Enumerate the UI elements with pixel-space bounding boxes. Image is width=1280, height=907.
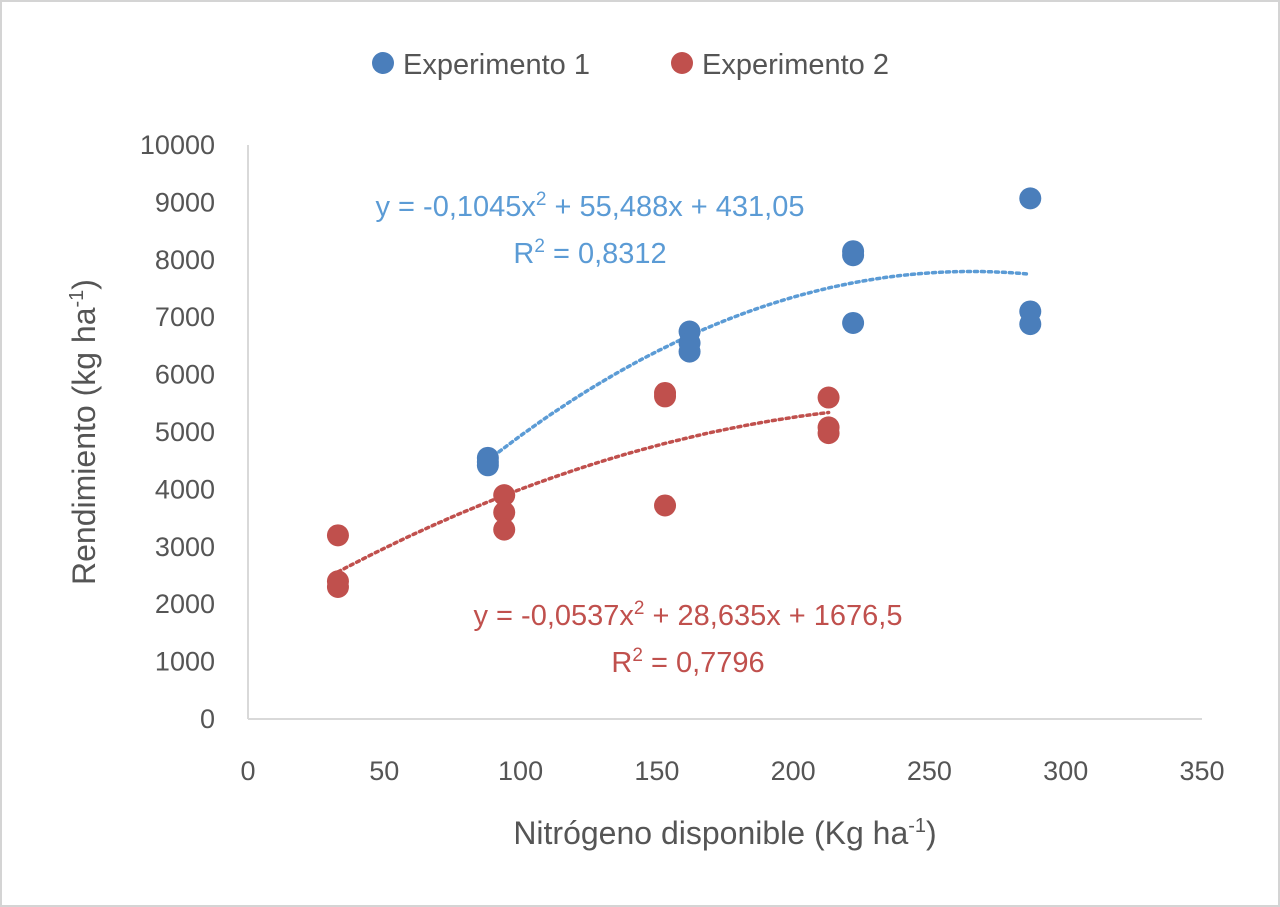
x-tick-label: 300 [1043,756,1088,786]
equation-experimento-2: y = -0,0537x2 + 28,635x + 1676,5 [474,598,903,632]
x-tick-label: 150 [634,756,679,786]
x-tick-label: 0 [240,756,255,786]
point-experimento-2 [493,518,516,541]
r2-experimento-1: R2 = 0,8312 [513,236,666,270]
legend-label-experimento-1: Experimento 1 [403,49,590,81]
y-tick-label: 9000 [155,187,215,217]
point-experimento-2 [326,575,349,598]
trendline-experimento-1 [486,269,1033,463]
trendline-experimento-2 [336,410,831,574]
x-tick-label: 250 [907,756,952,786]
y-tick-label: 10000 [140,130,215,160]
equation-experimento-1: y = -0,1045x2 + 55,488x + 431,05 [376,189,805,223]
point-experimento-1 [842,244,865,267]
x-tick-labels: 0 50 100 150 200 250 300 350 [240,756,1224,786]
legend: Experimento 1 Experimento 2 [372,49,889,81]
point-experimento-1 [476,454,499,477]
x-tick-label: 100 [498,756,543,786]
point-experimento-2 [817,422,840,445]
y-tick-label: 5000 [155,417,215,447]
legend-marker-experimento-1 [372,52,394,74]
point-experimento-1 [678,340,701,363]
legend-marker-experimento-2 [671,52,693,74]
y-tick-label: 0 [200,704,215,734]
y-tick-labels: 0 1000 2000 3000 4000 5000 6000 7000 8000 9000 100… [140,130,215,734]
x-tick-label: 200 [771,756,816,786]
point-experimento-2 [493,484,516,507]
point-experimento-1 [1019,187,1042,210]
r2-experimento-2: R2 = 0,7796 [611,645,764,679]
y-tick-label: 6000 [155,360,215,390]
x-tick-label: 50 [369,756,399,786]
x-tick-label: 350 [1179,756,1224,786]
legend-label-experimento-2: Experimento 2 [702,49,889,81]
point-experimento-1 [1019,313,1042,336]
point-experimento-2 [654,385,677,408]
trendlines [336,269,1033,574]
y-tick-label: 4000 [155,474,215,504]
y-tick-label: 7000 [155,302,215,332]
y-tick-label: 1000 [155,647,215,677]
point-experimento-2 [493,501,516,524]
y-tick-label: 3000 [155,532,215,562]
point-experimento-1 [842,311,865,334]
point-experimento-2 [654,494,677,517]
y-tick-label: 2000 [155,589,215,619]
point-experimento-2 [817,386,840,409]
x-axis-title: Nitrógeno disponible (Kg ha-1) [513,815,936,851]
y-tick-label: 8000 [155,245,215,275]
point-experimento-2 [326,524,349,547]
y-axis-title: Rendimiento (kg ha-1) [66,279,102,585]
data-points [326,187,1042,598]
